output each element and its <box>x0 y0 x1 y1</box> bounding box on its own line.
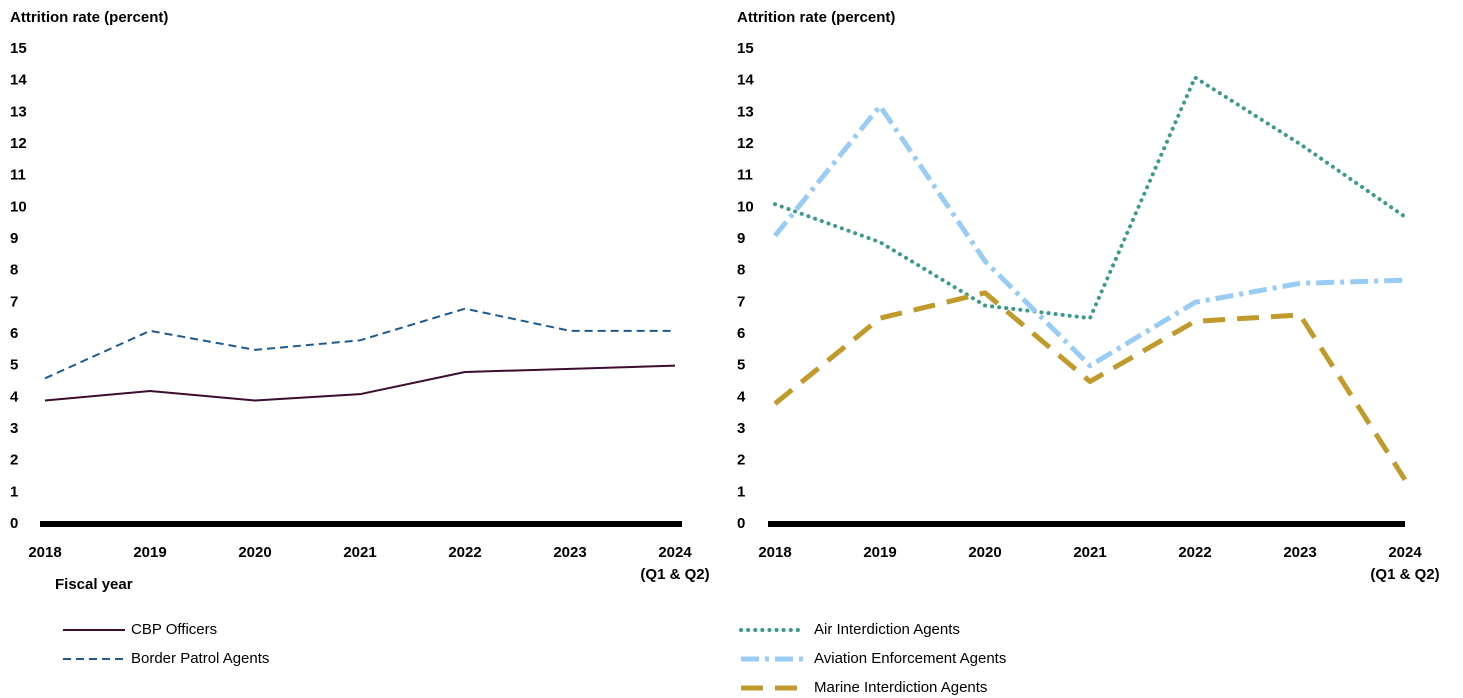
y-axis-label: Attrition rate (percent) <box>737 9 895 26</box>
x-tick-label: 2018 <box>28 544 61 561</box>
y-tick-label: 12 <box>737 135 754 152</box>
y-tick-label: 15 <box>737 40 754 57</box>
y-tick-label: 9 <box>10 230 18 247</box>
y-tick-label: 8 <box>737 262 745 279</box>
y-tick-label: 3 <box>737 420 745 437</box>
y-axis-label: Attrition rate (percent) <box>10 9 168 26</box>
y-tick-label: 2 <box>10 452 18 469</box>
y-tick-label: 0 <box>737 515 745 532</box>
y-tick-label: 7 <box>737 293 745 310</box>
x-tick-label: 2019 <box>133 544 166 561</box>
y-tick-label: 5 <box>10 357 18 374</box>
x-tick-label: 2021 <box>1073 544 1106 561</box>
y-tick-label: 7 <box>10 293 18 310</box>
x-tick-label: 2018 <box>758 544 791 561</box>
y-tick-label: 4 <box>10 388 19 405</box>
legend-label: Border Patrol Agents <box>131 650 269 667</box>
y-tick-label: 8 <box>10 262 18 279</box>
y-tick-label: 0 <box>10 515 18 532</box>
x-tick-label: 2022 <box>448 544 481 561</box>
series-line <box>773 75 1407 321</box>
y-tick-label: 11 <box>737 167 753 184</box>
y-tick-label: 6 <box>737 325 745 342</box>
y-tick-label: 14 <box>737 72 754 89</box>
legend-label: Air Interdiction Agents <box>814 621 960 638</box>
y-tick-label: 3 <box>10 420 18 437</box>
legend-label: Marine Interdiction Agents <box>814 679 987 696</box>
series-line <box>773 290 1408 482</box>
series-line <box>44 364 676 402</box>
y-tick-label: 1 <box>737 483 745 500</box>
y-tick-label: 2 <box>737 452 745 469</box>
y-tick-label: 4 <box>737 388 746 405</box>
y-tick-label: 10 <box>10 198 27 215</box>
series-line <box>44 307 675 380</box>
y-tick-label: 5 <box>737 357 745 374</box>
y-tick-label: 15 <box>10 40 27 57</box>
y-tick-label: 14 <box>10 72 27 89</box>
y-tick-label: 10 <box>737 198 754 215</box>
x-tick-label: 2022 <box>1178 544 1211 561</box>
series-line <box>773 103 1406 369</box>
legend-label: Aviation Enforcement Agents <box>814 650 1006 667</box>
y-tick-label: 6 <box>10 325 18 342</box>
y-tick-label: 11 <box>10 167 26 184</box>
x-tick-label: 2020 <box>238 544 271 561</box>
x-tick-label: 2019 <box>863 544 896 561</box>
x-tick-label: 2023 <box>553 544 586 561</box>
y-tick-label: 1 <box>10 483 18 500</box>
legend-label: CBP Officers <box>131 621 217 638</box>
x-axis-label: Fiscal year <box>55 576 133 593</box>
y-tick-label: 13 <box>737 103 754 120</box>
x-tick-label: 2024 (Q1 & Q2) <box>1370 544 1439 583</box>
x-tick-label: 2023 <box>1283 544 1316 561</box>
x-tick-label: 2021 <box>343 544 376 561</box>
y-tick-label: 12 <box>10 135 27 152</box>
y-tick-label: 13 <box>10 103 27 120</box>
x-tick-label: 2024 (Q1 & Q2) <box>640 544 709 583</box>
y-tick-label: 9 <box>737 230 745 247</box>
x-tick-label: 2020 <box>968 544 1001 561</box>
